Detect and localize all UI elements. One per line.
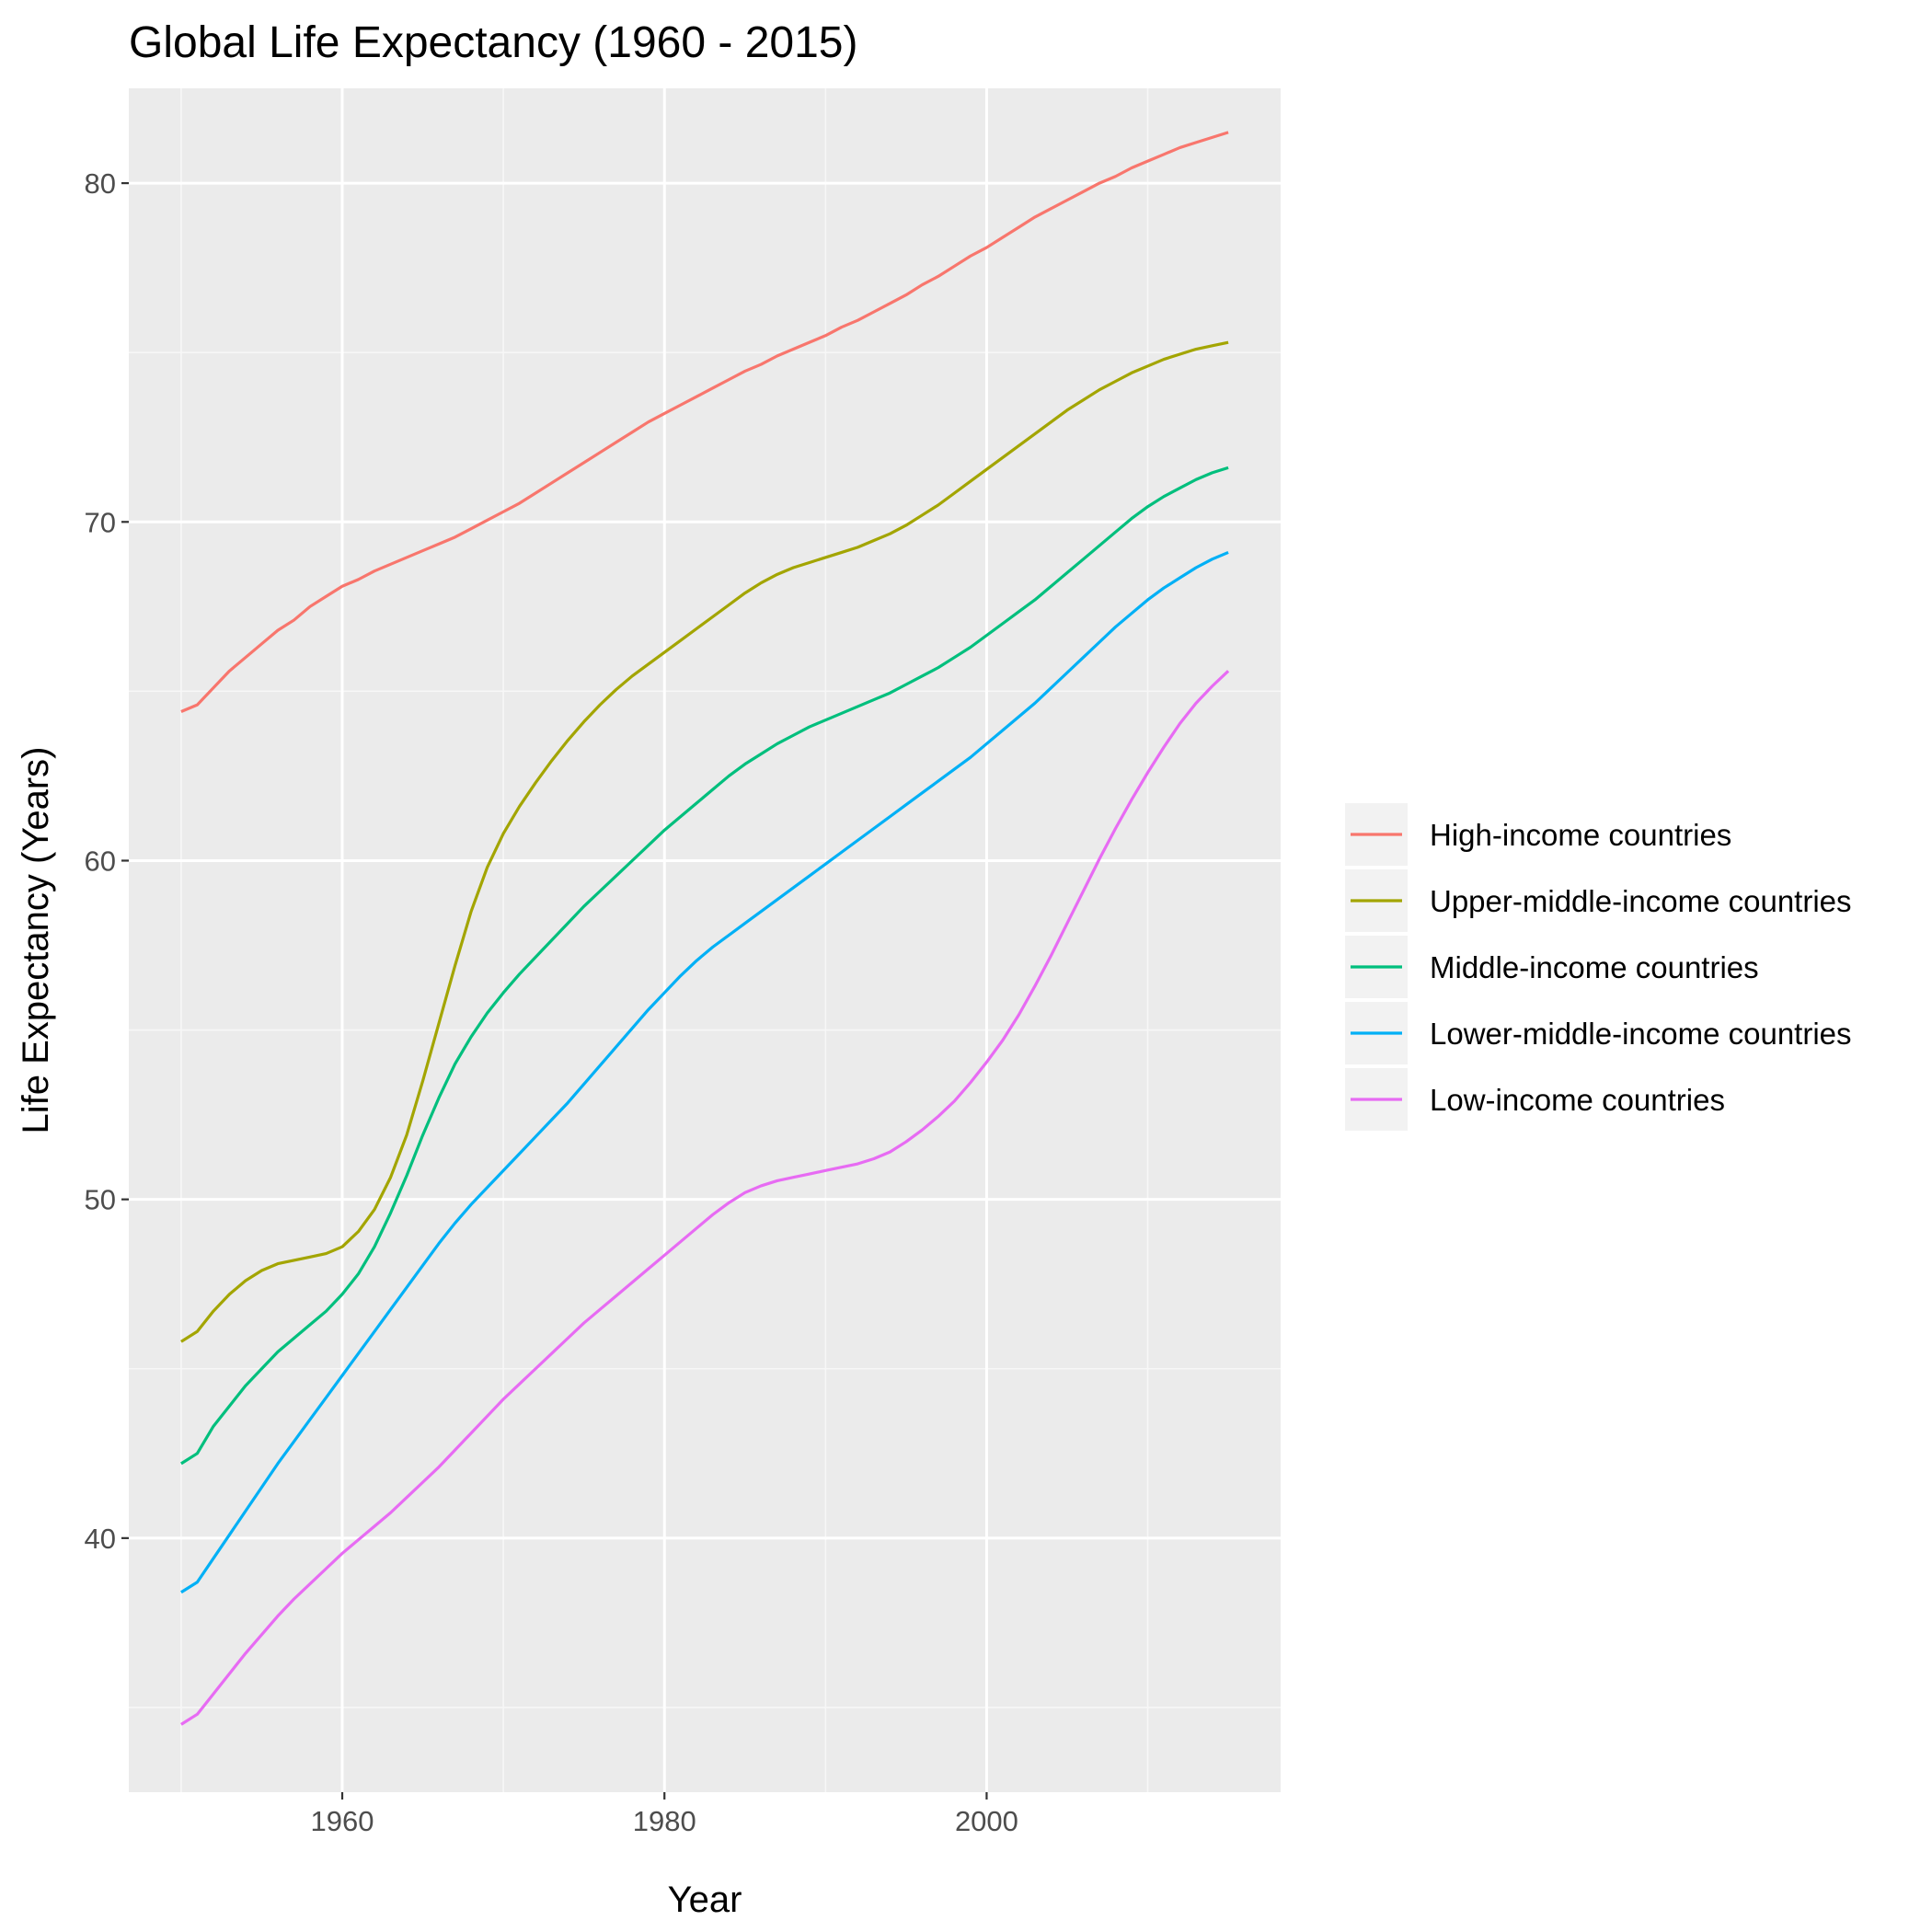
legend-label-4: Low-income countries — [1430, 1083, 1725, 1117]
y-tick-label-50: 50 — [85, 1184, 116, 1216]
minor-grid — [129, 88, 1281, 1792]
plot-panel — [129, 88, 1281, 1792]
legend-item-0: High-income countries — [1345, 803, 1731, 866]
series-line-1 — [180, 340, 1229, 1343]
legend-item-3: Lower-middle-income countries — [1345, 1002, 1852, 1064]
y-axis-title: Life Expectancy (Years) — [16, 747, 56, 1134]
legend-item-2: Middle-income countries — [1345, 936, 1759, 998]
legend-label-2: Middle-income countries — [1430, 950, 1759, 984]
legend-item-4: Low-income countries — [1345, 1068, 1725, 1131]
x-axis: 1960 1980 2000 — [311, 1792, 1018, 1837]
series-line-0 — [180, 131, 1229, 713]
x-tick-label-1980: 1980 — [633, 1805, 696, 1837]
chart-title: Global Life Expectancy (1960 - 2015) — [129, 18, 857, 67]
y-tick-label-40: 40 — [85, 1523, 116, 1555]
y-tick-label-80: 80 — [85, 167, 116, 200]
x-tick-label-1960: 1960 — [311, 1805, 374, 1837]
legend: High-income countries Upper-middle-income… — [1345, 803, 1852, 1131]
y-axis: 40 50 60 70 80 — [85, 167, 129, 1555]
legend-label-1: Upper-middle-income countries — [1430, 884, 1852, 918]
series-lines — [180, 131, 1230, 1726]
series-line-3 — [180, 550, 1229, 1594]
series-line-4 — [180, 670, 1230, 1726]
legend-label-3: Lower-middle-income countries — [1430, 1017, 1852, 1051]
y-tick-label-70: 70 — [85, 506, 116, 538]
series-line-2 — [180, 466, 1229, 1466]
x-axis-title: Year — [668, 1880, 742, 1920]
legend-label-0: High-income countries — [1430, 818, 1731, 852]
x-tick-label-2000: 2000 — [955, 1805, 1018, 1837]
major-grid — [129, 88, 1281, 1792]
y-tick-label-60: 60 — [85, 845, 116, 877]
legend-item-1: Upper-middle-income countries — [1345, 869, 1852, 932]
